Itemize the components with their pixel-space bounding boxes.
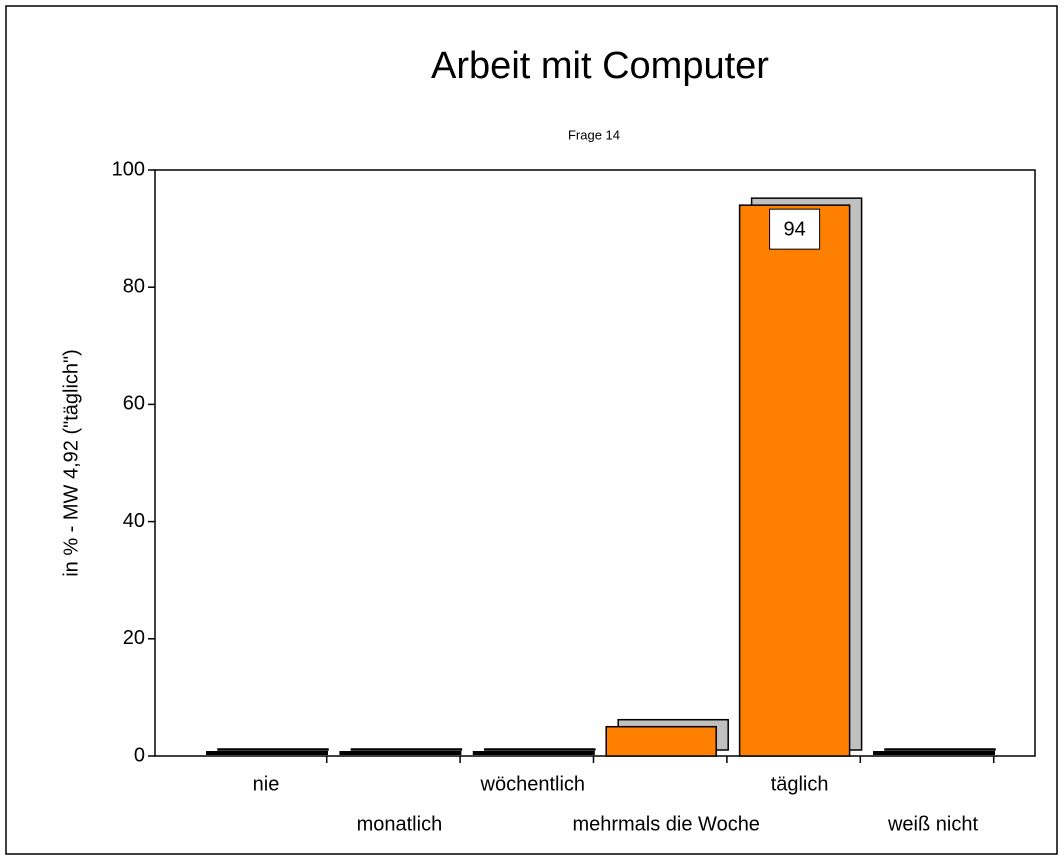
y-tick-label: 0 (134, 744, 145, 766)
x-tick-label: monatlich (357, 813, 443, 835)
y-tick-label: 100 (112, 158, 145, 180)
chart-subtitle: Frage 14 (568, 127, 620, 142)
y-axis-label: in % - MW 4,92 ("täglich") (60, 349, 82, 577)
bar (605, 725, 717, 757)
bar-shadow (217, 748, 329, 751)
y-tick-label: 80 (123, 275, 145, 297)
x-tick-label: mehrmals die Woche (572, 813, 759, 835)
value-label: 94 (783, 218, 805, 240)
x-tick-label: weiß nicht (887, 813, 978, 835)
value-label-box (769, 208, 821, 250)
bar-shadow (484, 748, 596, 751)
y-tick-label: 40 (123, 510, 145, 532)
bar-shadow (350, 748, 463, 751)
x-tick-label: wöchentlich (480, 773, 586, 795)
x-tick-label: nie (253, 773, 280, 795)
chart-title: Arbeit mit Computer (431, 45, 769, 87)
y-tick-label: 20 (123, 627, 145, 649)
x-tick-label: täglich (771, 773, 829, 795)
plot-area (154, 169, 1036, 757)
frame (5, 5, 1058, 855)
bar-shadow (884, 748, 996, 751)
bar (738, 204, 851, 757)
y-tick-label: 60 (123, 393, 145, 415)
